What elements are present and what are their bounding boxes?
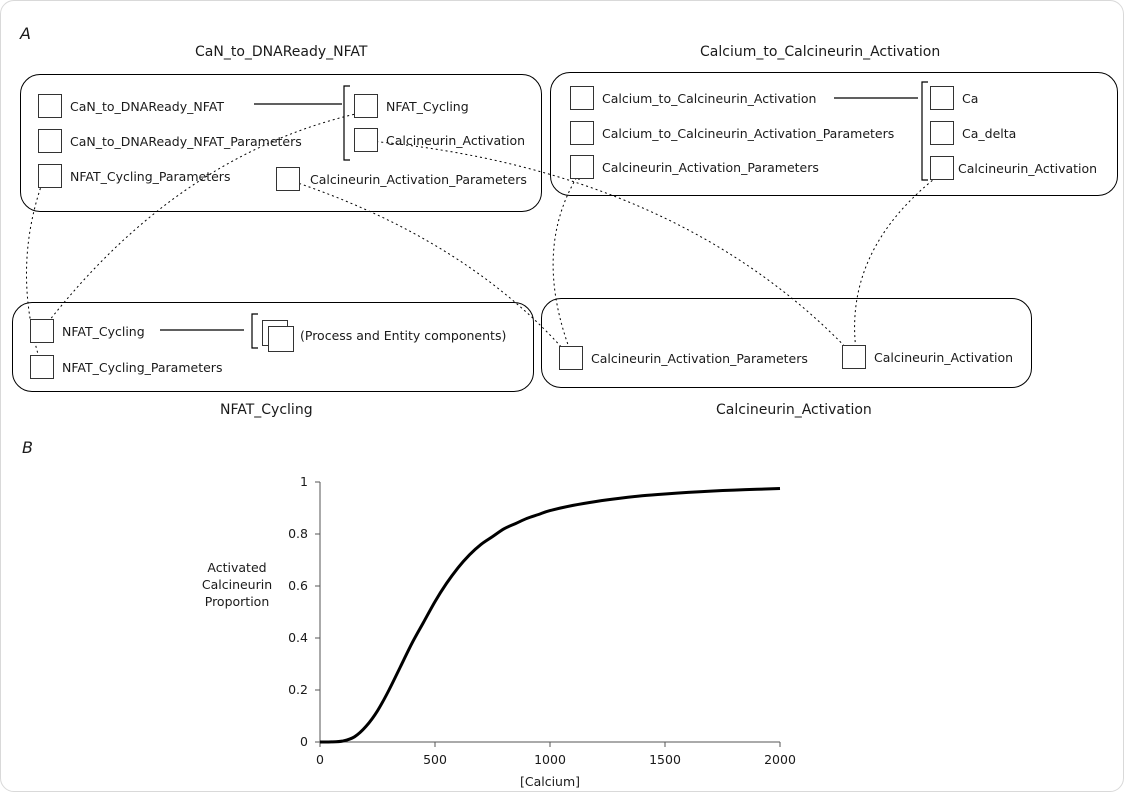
node-process-and-entity-components: (Process and Entity components) xyxy=(262,320,507,352)
node-label: Calcium_to_Calcineurin_Activation xyxy=(602,90,817,106)
y-tick-label: 0.2 xyxy=(288,682,308,697)
chart-ticks: 0 0.2 0.4 0.6 0.8 1 0 500 1000 1500 2000 xyxy=(288,474,796,767)
stacked-components-icon xyxy=(262,320,294,352)
component-icon xyxy=(276,167,300,191)
node-label: CaN_to_DNAReady_NFAT_Parameters xyxy=(70,133,302,149)
component-icon xyxy=(842,345,866,369)
node-calcium-import-calcineurin-activation: Calcineurin_Activation xyxy=(930,156,1097,180)
node-label: NFAT_Cycling_Parameters xyxy=(70,168,231,184)
component-icon xyxy=(930,86,954,110)
node-calcineurin-activation: Calcineurin_Activation xyxy=(842,345,1013,369)
node-can-to-dnaready-nfat: CaN_to_DNAReady_NFAT xyxy=(38,94,224,118)
component-icon xyxy=(354,128,378,152)
component-icon xyxy=(30,319,54,343)
node-label: CaN_to_DNAReady_NFAT xyxy=(70,98,224,114)
x-axis-label: [Calcium] xyxy=(520,774,580,789)
mapping-calcineurin-activation-to-can xyxy=(369,137,856,358)
node-nfat-cycling: NFAT_Cycling xyxy=(30,319,145,343)
component-icon xyxy=(30,355,54,379)
module-can-to-dnaready-nfat xyxy=(20,74,542,212)
group-title-calcium-to-calcineurin-activation: Calcium_to_Calcineurin_Activation xyxy=(700,44,941,60)
component-icon xyxy=(559,346,583,370)
component-icon xyxy=(930,156,954,180)
node-can-calcineurin-activation-parameters: Calcineurin_Activation_Parameters xyxy=(276,167,527,191)
y-tick-label: 0.4 xyxy=(288,630,308,645)
node-label: Calcineurin_Activation_Parameters xyxy=(591,350,808,366)
y-tick-label: 0.8 xyxy=(288,526,308,541)
node-calcium-import-ca: Ca xyxy=(930,86,978,110)
import-bracket-calcium xyxy=(921,81,928,181)
node-can-import-calcineurin-activation: Calcineurin_Activation xyxy=(354,128,525,152)
node-label: Calcineurin_Activation xyxy=(386,132,526,148)
node-calcium-to-calcineurin-activation-parameters: Calcium_to_Calcineurin_Activation_Parame… xyxy=(570,121,894,145)
node-label: Calcineurin_Activation_Parameters xyxy=(310,171,527,187)
node-label: Calcineurin_Activation xyxy=(874,349,1014,365)
node-calcium-to-calcineurin-activation: Calcium_to_Calcineurin_Activation xyxy=(570,86,816,110)
group-title-nfat-cycling: NFAT_Cycling xyxy=(220,402,313,418)
panel-b-label: B xyxy=(22,438,33,457)
y-tick-label: 0.6 xyxy=(288,578,308,593)
node-can-to-dnaready-nfat-parameters: CaN_to_DNAReady_NFAT_Parameters xyxy=(38,129,302,153)
y-axis-label: Activated Calcineurin Proportion xyxy=(202,560,272,609)
component-icon xyxy=(930,121,954,145)
x-tick-label: 1500 xyxy=(649,752,681,767)
import-bracket-can xyxy=(343,85,350,161)
mapping-nfat-cycling xyxy=(41,108,370,331)
node-label: (Process and Entity components) xyxy=(300,327,507,343)
y-tick-label: 0 xyxy=(300,734,308,749)
component-icon xyxy=(38,94,62,118)
chart-axes xyxy=(319,482,780,743)
node-calcineurin-activation-parameters: Calcineurin_Activation_Parameters xyxy=(559,346,808,370)
dotted-mapping-lines xyxy=(26,108,944,368)
mapping-calcineurin-activation-to-calcium xyxy=(854,171,944,358)
series-line xyxy=(319,487,781,744)
node-label: Calcineurin_Activation xyxy=(958,160,1098,176)
x-tick-label: 1000 xyxy=(534,752,566,767)
connection-lines xyxy=(26,81,944,368)
y-axis-label-line: Activated xyxy=(207,560,266,575)
group-title-can-to-dnaready-nfat: CaN_to_DNAReady_NFAT xyxy=(195,44,368,60)
group-title-calcineurin-activation: Calcineurin_Activation xyxy=(716,402,872,418)
module-nfat-cycling xyxy=(12,302,534,392)
node-label: NFAT_Cycling_Parameters xyxy=(62,359,223,375)
panel-a-label: A xyxy=(20,24,31,43)
node-can-nfat-cycling-parameters: NFAT_Cycling_Parameters xyxy=(38,164,230,188)
node-label: Calcium_to_Calcineurin_Activation_Parame… xyxy=(602,125,895,141)
x-tick-label: 2000 xyxy=(764,752,796,767)
module-calcium-to-calcineurin-activation xyxy=(550,72,1118,196)
node-calcium-import-ca-delta: Ca_delta xyxy=(930,121,1016,145)
component-icon xyxy=(570,155,594,179)
node-label: Ca xyxy=(962,90,979,106)
x-tick-label: 0 xyxy=(316,752,324,767)
component-icon xyxy=(570,121,594,145)
mapping-calcineurin-parameters-to-can xyxy=(288,178,572,359)
x-tick-label: 500 xyxy=(423,752,447,767)
node-can-import-nfat-cycling: NFAT_Cycling xyxy=(354,94,469,118)
node-label: NFAT_Cycling xyxy=(386,98,469,114)
component-icon xyxy=(38,164,62,188)
import-bracket-nfat xyxy=(251,313,258,349)
component-icon xyxy=(354,94,378,118)
node-calcium-calcineurin-activation-parameters: Calcineurin_Activation_Parameters xyxy=(570,155,819,179)
component-icon xyxy=(570,86,594,110)
node-label: Calcineurin_Activation_Parameters xyxy=(602,159,819,175)
node-nfat-cycling-parameters: NFAT_Cycling_Parameters xyxy=(30,355,222,379)
y-axis-label-line: Calcineurin xyxy=(202,577,272,592)
y-tick-label: 1 xyxy=(300,474,308,489)
mapping-calcineurin-parameters-to-calcium xyxy=(552,171,581,359)
module-calcineurin-activation xyxy=(541,298,1032,388)
y-axis-label-line: Proportion xyxy=(205,594,270,609)
node-label: NFAT_Cycling xyxy=(62,323,145,339)
calcineurin-activation-chart: 0 0.2 0.4 0.6 0.8 1 0 500 1000 1500 2000 Activated… xyxy=(202,474,796,789)
component-icon xyxy=(38,129,62,153)
node-label: Ca_delta xyxy=(962,125,1017,141)
